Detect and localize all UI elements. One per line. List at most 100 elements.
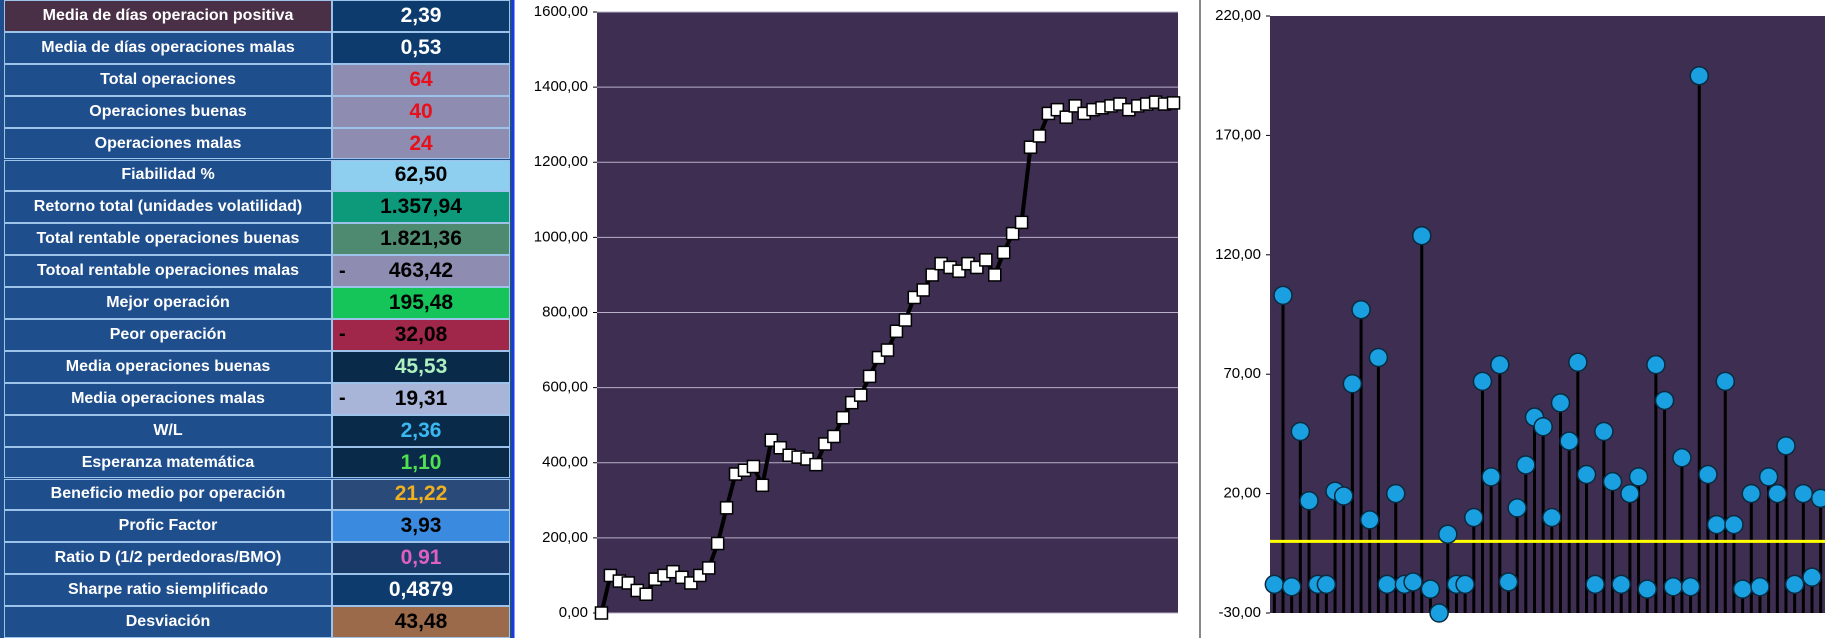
y-tick-label: 800,00 (542, 303, 588, 320)
point-marker (1368, 347, 1389, 368)
point-marker (1646, 354, 1666, 375)
point-marker (1342, 374, 1363, 394)
point-marker (1316, 574, 1337, 595)
point-marker (1438, 524, 1458, 544)
row-value: 24 (332, 127, 510, 160)
point-marker (1776, 436, 1796, 456)
point-marker (1732, 579, 1753, 599)
value-text: 24 (409, 131, 433, 155)
row-value: 64 (332, 63, 510, 96)
point-marker (1290, 421, 1311, 442)
row-label: Mejor operación (4, 287, 332, 319)
point-marker (1611, 574, 1631, 595)
y-tick-label: 170,00 (1215, 126, 1261, 143)
row-label: Desviación (4, 606, 332, 638)
point-marker (836, 410, 850, 425)
point-marker (746, 459, 761, 474)
point-marker (1602, 471, 1623, 492)
point-marker (1481, 467, 1501, 487)
point-marker (1359, 510, 1380, 530)
value-text: 1,10 (400, 450, 442, 474)
point-marker (1299, 491, 1319, 511)
point-marker (1533, 416, 1553, 437)
point-marker (1689, 65, 1710, 86)
row-label: Ratio D (1/2 perdedoras/BMO) (4, 542, 332, 575)
point-marker (1594, 421, 1614, 442)
row-value: 195,48 (332, 287, 510, 319)
point-marker (1810, 488, 1825, 509)
point-marker (1585, 574, 1605, 595)
row-value: 2,36 (332, 414, 510, 447)
value-text: 195,48 (388, 291, 454, 315)
row-value: 1.821,36 (332, 223, 510, 256)
row-label: Profic Factor (4, 510, 332, 543)
y-tick-label: 70,00 (1223, 365, 1261, 382)
point-marker (1767, 483, 1788, 504)
point-marker (996, 245, 1011, 260)
point-marker (1724, 514, 1744, 535)
point-marker (827, 429, 841, 444)
y-tick-label: 1400,00 (534, 78, 588, 95)
value-text: 40 (409, 99, 433, 123)
row-value: 45,53 (332, 350, 510, 383)
point-marker (889, 324, 904, 339)
row-label: Totoal rentable operaciones malas (4, 255, 332, 288)
stats-table: Media de días operacion positiva 2,39 Medi… (0, 0, 512, 638)
y-tick-label: -30,00 (1218, 604, 1261, 621)
point-marker (988, 268, 1002, 282)
point-marker (1784, 574, 1805, 595)
value-sign: - (339, 387, 346, 410)
equity-chart: 0,00 200,00 400,00 600,00 800,00 1000,00 1200,… (512, 0, 1198, 638)
value-text: 3,93 (400, 514, 442, 538)
value-text: 43,48 (394, 610, 448, 634)
value-text: 19,31 (394, 386, 448, 410)
point-marker (1637, 579, 1657, 599)
y-tick-label: 20,00 (1223, 485, 1261, 502)
point-marker (719, 501, 734, 515)
point-marker (1758, 467, 1779, 487)
y-tick-label: 400,00 (542, 454, 588, 471)
row-label: Beneficio medio por operación (4, 478, 332, 511)
point-marker (1464, 507, 1484, 528)
point-marker (1351, 299, 1371, 320)
value-text: 1.357,94 (380, 195, 462, 219)
point-marker (880, 343, 895, 357)
point-marker (1023, 140, 1038, 154)
trades-chart: -30,00 20,00 70,00 120,00 170,00 220,00 (1199, 0, 1825, 638)
point-marker (1498, 572, 1519, 592)
point-marker (1576, 464, 1597, 485)
row-label: Operaciones buenas (4, 95, 332, 128)
point-marker (1741, 483, 1762, 504)
row-label: Total rentable operaciones buenas (4, 223, 332, 256)
point-marker (916, 283, 931, 297)
row-value: 463,42 - (332, 255, 510, 288)
point-marker (853, 388, 868, 402)
point-marker (1672, 448, 1692, 468)
y-tick-label: 1200,00 (534, 153, 588, 170)
row-label: Sharpe ratio siemplificado (4, 574, 332, 607)
point-marker (1333, 486, 1354, 506)
row-label: Media de días operacion positiva (4, 0, 332, 32)
row-label: Retorno total (unidades volatilidad) (4, 191, 332, 224)
row-value: 62,50 (332, 159, 510, 192)
row-value: 32,08 - (332, 319, 510, 351)
point-marker (1472, 371, 1493, 392)
row-label: Media operaciones malas (4, 382, 332, 415)
row-value: 0,4879 (332, 574, 510, 607)
point-marker (1281, 576, 1302, 597)
point-marker (701, 561, 716, 575)
row-label: Operaciones malas (4, 127, 332, 160)
point-marker (594, 606, 609, 620)
row-label: Fiabilidad % (4, 159, 332, 192)
y-tick-label: 1600,00 (534, 3, 588, 20)
point-marker (979, 253, 993, 267)
point-marker (1680, 576, 1701, 597)
point-marker (1059, 110, 1074, 124)
point-marker (1802, 567, 1822, 587)
row-value: 19,31 - (332, 382, 510, 415)
y-tick-label: 600,00 (542, 379, 588, 396)
value-text: 64 (409, 67, 433, 91)
value-sign: - (339, 259, 346, 282)
point-marker (1706, 514, 1727, 535)
